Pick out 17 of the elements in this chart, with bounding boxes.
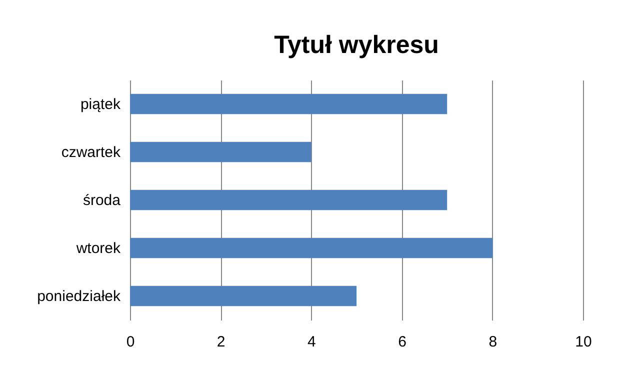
y-tick-label: wtorek <box>75 240 121 257</box>
y-tick-label: poniedziałek <box>37 288 121 305</box>
x-tick-label: 8 <box>488 334 498 350</box>
x-tick-label: 6 <box>398 334 406 350</box>
bar <box>130 94 448 114</box>
bar <box>130 190 448 210</box>
y-tick-label: czwartek <box>61 144 121 161</box>
bar <box>130 286 356 306</box>
x-tick-label: 2 <box>216 334 226 350</box>
bar <box>130 142 312 162</box>
y-tick-label: środa <box>82 192 122 209</box>
y-tick-label: piątek <box>80 96 121 113</box>
bar <box>130 238 492 258</box>
chart-title: Tytuł wykresu <box>274 31 439 59</box>
x-tick-label: 10 <box>575 334 592 350</box>
x-tick-label: 4 <box>308 334 316 350</box>
x-tick-label: 0 <box>126 334 135 350</box>
